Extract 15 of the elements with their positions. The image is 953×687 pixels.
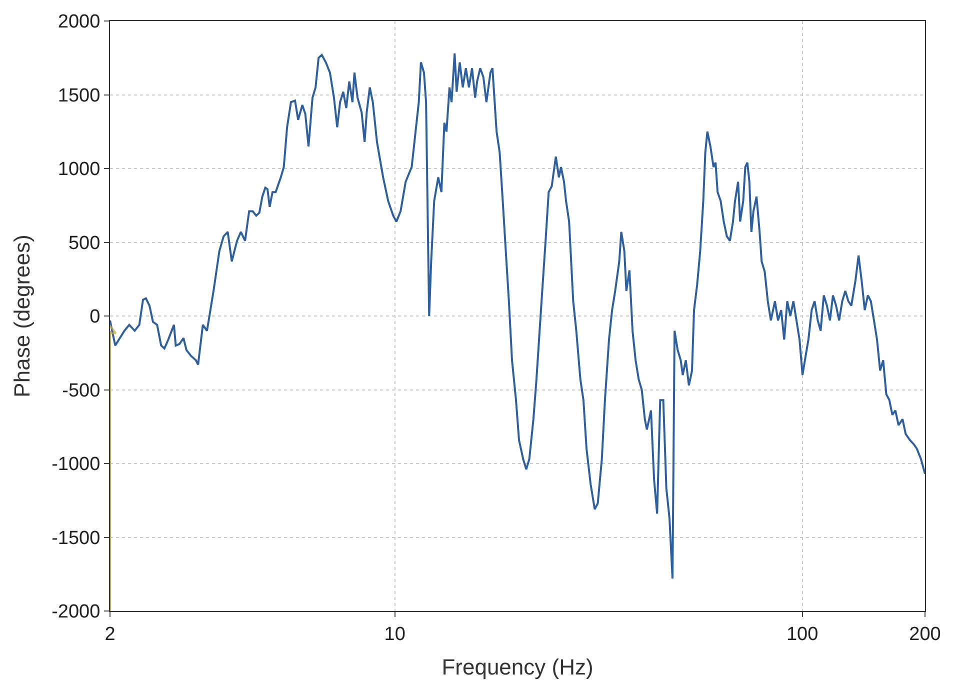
y-tick-label: -2000 <box>52 602 100 623</box>
y-tick-label: -500 <box>62 380 100 402</box>
y-tick-label: 2000 <box>58 12 100 33</box>
x-axis-title: Frequency (Hz) <box>442 654 594 680</box>
y-axis-title: Phase (degrees) <box>9 234 34 398</box>
y-tick-label: 1000 <box>58 159 100 180</box>
y-tick-label: -1500 <box>52 528 100 549</box>
x-tick-label: 10 <box>384 624 406 645</box>
x-tick-label: 2 <box>104 624 116 645</box>
y-tick-label: 500 <box>68 232 100 254</box>
x-tick-label: 200 <box>909 624 941 645</box>
y-tick-label: -1000 <box>52 454 100 476</box>
y-tick-label: 1500 <box>58 85 100 106</box>
y-tick-label: 0 <box>90 306 100 328</box>
x-tick-label: 100 <box>786 624 818 645</box>
